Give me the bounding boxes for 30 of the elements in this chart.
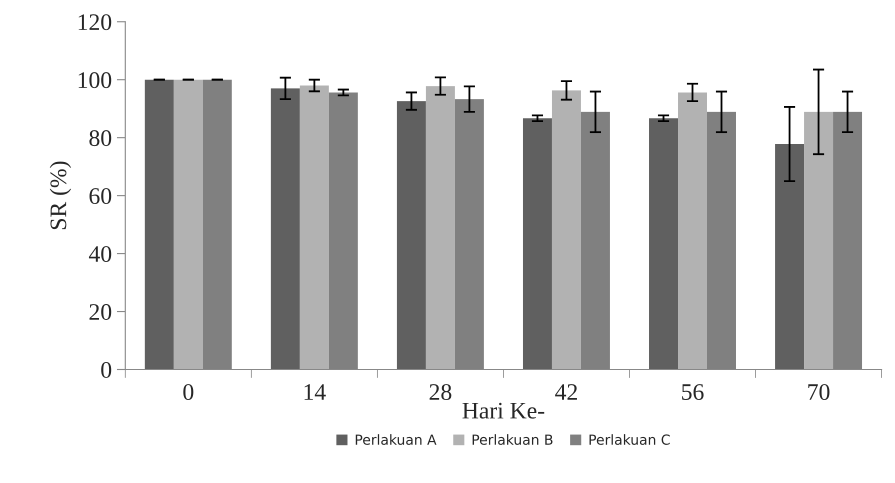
x-tick-label: 0 (183, 384, 194, 400)
bar (426, 86, 455, 370)
y-tick-label: 60 (90, 188, 112, 204)
y-tick-label: 120 (78, 14, 112, 30)
x-tick-label: 28 (430, 384, 452, 400)
bar (552, 90, 581, 370)
legend-label: Perlakuan C (590, 434, 670, 445)
y-tick-label: 0 (101, 362, 112, 378)
bar (649, 118, 678, 370)
bar (144, 80, 174, 370)
x-tick-label: 42 (555, 384, 577, 400)
x-tick-label: 70 (808, 384, 830, 400)
x-tick-label: 14 (304, 384, 326, 400)
bar (300, 85, 329, 370)
y-tick-label: 20 (90, 304, 112, 320)
bar (522, 118, 552, 370)
y-axis-title: SR (%) (50, 162, 72, 230)
bar (804, 112, 834, 370)
legend-label: Perlakuan A (356, 434, 436, 445)
y-tick-label: 80 (89, 130, 112, 146)
x-tick-label: 56 (682, 384, 704, 400)
bar (174, 80, 203, 370)
bar (270, 88, 300, 370)
y-tick-label: 40 (88, 246, 112, 262)
x-axis-title: Hari Ke- (462, 402, 544, 419)
legend-label: Perlakuan B (472, 434, 552, 445)
bar (396, 101, 426, 370)
bar (775, 144, 804, 370)
bar (678, 92, 707, 370)
y-tick-label: 100 (78, 72, 112, 88)
